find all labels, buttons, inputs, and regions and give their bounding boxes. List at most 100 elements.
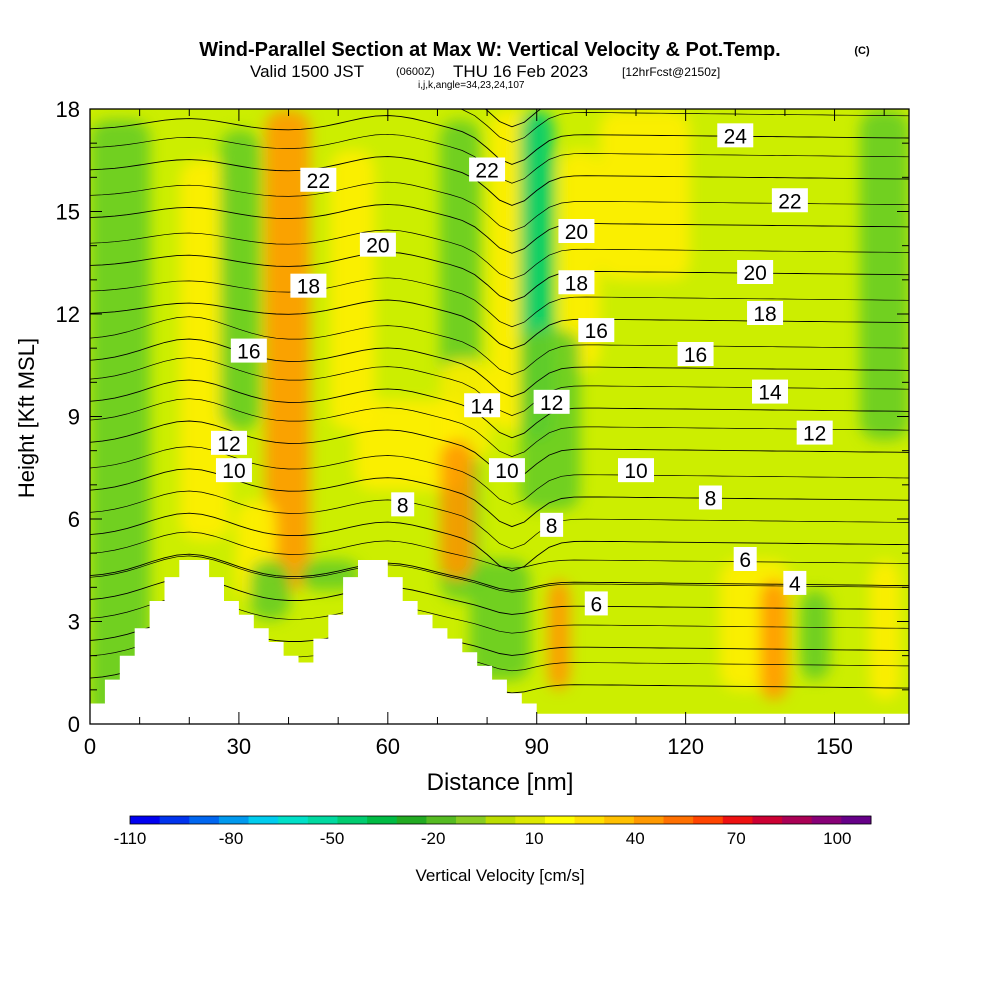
contour-label-12: 16 <box>684 344 707 367</box>
colorbar-swatch-10 <box>426 816 457 824</box>
colorbar-swatch-17 <box>633 816 665 824</box>
colorbar-swatch-18 <box>663 816 694 824</box>
contour-label-box-14 <box>533 389 570 414</box>
contour-label-19: 14 <box>470 395 494 418</box>
contour-label-box-2 <box>771 188 808 213</box>
contour-label-6: 20 <box>743 262 766 285</box>
colorbar-ticks: -110 -80 -50 -20 10 40 70 100 <box>114 829 852 848</box>
contour-label-23: 8 <box>705 488 717 511</box>
theta-contour-4 <box>90 577 909 615</box>
x-tick-label: 90 <box>524 734 548 759</box>
colorbar-swatch-7 <box>337 816 368 824</box>
colorbar-swatch-21 <box>752 816 783 824</box>
y-axis-label: Height [Kft MSL] <box>14 338 39 498</box>
subtitle-utc: (0600Z) <box>396 66 435 78</box>
contour-label-2: 22 <box>778 190 801 213</box>
contour-label-box-20 <box>752 379 789 404</box>
contour-label-10: 16 <box>237 341 260 364</box>
contour-label-box-8 <box>558 270 595 295</box>
colorbar-swatch-24 <box>841 816 872 824</box>
colorbar-swatch-9 <box>396 816 427 824</box>
colorbar-swatch-6 <box>307 816 338 824</box>
subtitle-forecast: [12hrFcst@2150z] <box>622 65 720 79</box>
contour-label-box-13 <box>210 430 247 455</box>
chart-indices: i,j,k,angle=34,23,24,107 <box>418 80 525 91</box>
contour-label-box-6 <box>737 260 774 284</box>
x-axis-ticks: 0 30 60 90 120 150 <box>84 109 885 759</box>
theta-contour-minor-12 <box>90 398 909 457</box>
chart-title: Wind-Parallel Section at Max W: Vertical… <box>199 39 780 61</box>
contour-label-3: 24 <box>724 125 748 148</box>
contour-label-box-5 <box>558 219 595 243</box>
colorbar-swatch-5 <box>278 816 309 824</box>
theta-contour-minor-18 <box>90 277 909 328</box>
colorbar-swatch-4 <box>248 816 279 824</box>
contour-label-box-26 <box>783 570 807 595</box>
colorbar-swatch-15 <box>574 816 605 824</box>
contour-labels: 22 22 22 24 20 20 20 18 18 18 16 16 16 12 12 12 10 10 10 14… <box>210 123 833 616</box>
theta-contour-8 <box>90 512 909 572</box>
y-axis-ticks: 0 3 6 9 12 15 18 <box>56 97 909 737</box>
velocity-patch-19 <box>870 560 900 700</box>
plot-area: 22 22 22 24 20 20 20 18 18 18 16 16 16 12 12 12 10 10 10 14… <box>90 109 909 724</box>
colorbar-swatch-2 <box>189 816 220 824</box>
contour-label-8: 18 <box>565 272 588 295</box>
x-tick-label: 60 <box>376 734 400 759</box>
contour-label-26: 4 <box>789 573 801 596</box>
contour-label-box-10 <box>230 338 267 363</box>
theta-contours <box>90 109 909 694</box>
contour-label-box-25 <box>733 547 757 571</box>
velocity-patch-9 <box>520 330 580 510</box>
theta-contour-14 <box>90 379 909 439</box>
contour-label-box-1 <box>469 157 506 182</box>
theta-contour-16 <box>90 338 909 398</box>
colorbar <box>129 815 872 825</box>
velocity-patch-18 <box>800 590 830 680</box>
contour-label-16: 10 <box>222 460 245 483</box>
subtitle-valid: Valid 1500 JST <box>250 62 364 81</box>
colorbar-swatch-3 <box>218 816 250 824</box>
x-tick-label: 150 <box>816 734 853 759</box>
contour-label-4: 20 <box>366 235 389 258</box>
contour-label-7: 18 <box>297 276 320 299</box>
contour-label-box-11 <box>578 318 615 343</box>
colorbar-swatch-8 <box>367 816 398 824</box>
contour-label-box-17 <box>488 458 525 483</box>
contour-label-1: 22 <box>475 160 498 183</box>
contour-label-box-0 <box>300 167 337 192</box>
theta-contour-minor-8 <box>90 490 909 550</box>
colorbar-tick-label: -80 <box>219 829 244 848</box>
contour-label-box-23 <box>698 485 722 510</box>
colorbar-tick-label: 40 <box>626 829 645 848</box>
contour-label-25: 6 <box>739 549 751 572</box>
colorbar-swatch-19 <box>693 816 724 824</box>
y-tick-label: 6 <box>68 507 80 532</box>
contour-label-box-16 <box>215 458 252 483</box>
velocity-patch-20 <box>860 110 909 440</box>
velocity-patch-17 <box>760 580 788 700</box>
y-tick-label: 9 <box>68 405 80 430</box>
theta-contour-24 <box>90 156 909 206</box>
contour-label-box-9 <box>747 301 784 325</box>
velocity-patch-3 <box>265 110 310 590</box>
velocity-patch-8 <box>560 150 600 370</box>
x-tick-label: 30 <box>227 734 251 759</box>
theta-contour-minor-4 <box>90 555 909 593</box>
theta-contour-28 <box>484 109 542 128</box>
x-axis-label: Distance [nm] <box>427 769 574 796</box>
colorbar-tick-label: -20 <box>421 829 446 848</box>
y-tick-label: 3 <box>68 610 80 635</box>
colorbar-swatch-13 <box>515 816 546 824</box>
colorbar-swatch-12 <box>485 816 516 824</box>
colorbar-swatch-23 <box>811 816 842 824</box>
contour-label-18: 10 <box>624 460 647 483</box>
contour-label-15: 12 <box>803 423 826 446</box>
colorbar-tick-label: 10 <box>525 829 544 848</box>
contour-label-box-4 <box>359 232 396 257</box>
velocity-patch-0 <box>90 120 150 720</box>
contour-label-box-12 <box>677 342 714 366</box>
contour-label-box-24 <box>584 591 608 616</box>
colorbar-swatch-11 <box>456 816 487 824</box>
velocity-patch-23 <box>470 560 530 680</box>
colorbar-swatch-1 <box>159 816 190 824</box>
